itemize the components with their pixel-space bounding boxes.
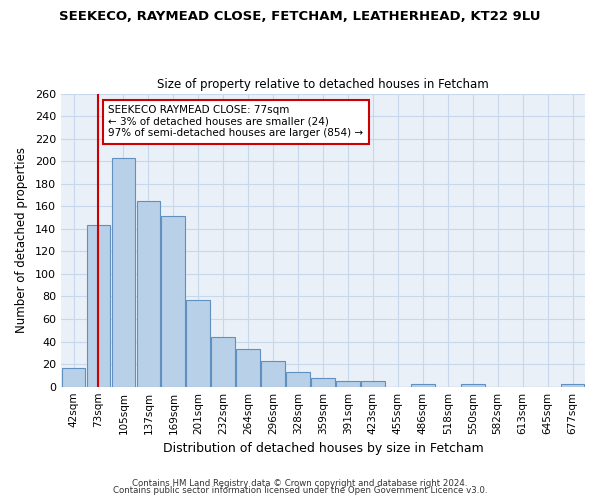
Bar [411,384,434,386]
Bar [311,378,335,386]
Bar [62,368,85,386]
Text: Contains public sector information licensed under the Open Government Licence v3: Contains public sector information licen… [113,486,487,495]
Text: SEEKECO RAYMEAD CLOSE: 77sqm
← 3% of detached houses are smaller (24)
97% of sem: SEEKECO RAYMEAD CLOSE: 77sqm ← 3% of det… [108,106,364,138]
Bar [187,300,210,386]
Bar [86,226,110,386]
Bar [560,384,584,386]
Bar [336,381,360,386]
Bar [236,350,260,387]
X-axis label: Distribution of detached houses by size in Fetcham: Distribution of detached houses by size … [163,442,484,455]
Title: Size of property relative to detached houses in Fetcham: Size of property relative to detached ho… [157,78,489,91]
Bar [137,200,160,386]
Text: Contains HM Land Registry data © Crown copyright and database right 2024.: Contains HM Land Registry data © Crown c… [132,478,468,488]
Y-axis label: Number of detached properties: Number of detached properties [15,147,28,333]
Bar [112,158,135,386]
Bar [161,216,185,386]
Bar [361,381,385,386]
Bar [461,384,485,386]
Bar [261,361,285,386]
Text: SEEKECO, RAYMEAD CLOSE, FETCHAM, LEATHERHEAD, KT22 9LU: SEEKECO, RAYMEAD CLOSE, FETCHAM, LEATHER… [59,10,541,23]
Bar [286,372,310,386]
Bar [211,337,235,386]
